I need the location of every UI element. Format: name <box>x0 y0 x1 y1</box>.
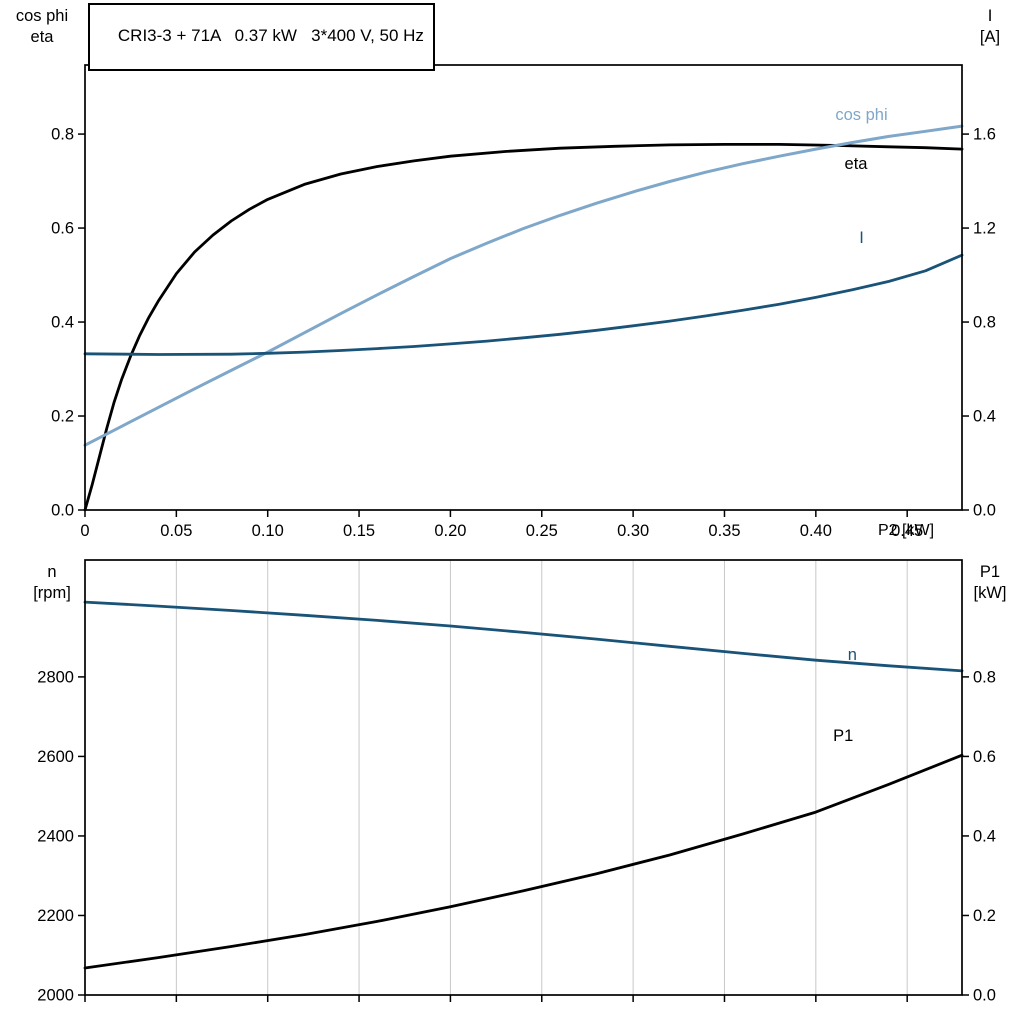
x-tick-label: 0.30 <box>617 522 649 540</box>
left-tick-label: 2000 <box>37 987 74 1005</box>
top-chart: 0 0.05 0.10 0.15 0.20 0.25 0.30 0.35 0.40 0.45 0.0… <box>51 64 996 540</box>
left-tick-label: 2600 <box>37 748 74 766</box>
x-tick-label: 0.25 <box>526 522 558 540</box>
eta-axis-label: eta <box>30 28 54 46</box>
right-tick-label: 1.2 <box>973 220 996 238</box>
series-I-curve <box>83 253 964 356</box>
x-tick-label: 0.05 <box>160 522 192 540</box>
speed-axis-label: n <box>47 563 57 581</box>
left-tick-label: 0.6 <box>51 220 74 238</box>
right-tick-label: 0.8 <box>973 314 996 332</box>
series-n-label: n <box>848 646 857 664</box>
plot-frame <box>84 64 963 511</box>
series-cos-phi-label: cos phi <box>835 106 887 124</box>
right-tick-label: 0.0 <box>973 987 996 1005</box>
series-P1-label: P1 <box>833 727 853 745</box>
series-P1-curve <box>83 753 964 970</box>
power-axis-label: P1 <box>979 563 1001 581</box>
speed-axis-unit: [rpm] <box>33 584 71 602</box>
x-tick-label: 0 <box>80 522 89 540</box>
left-tick-label: 0.4 <box>51 314 74 332</box>
series-n-curve <box>83 600 964 673</box>
chart-title-box: CRI3-3 + 71A 0.37 kW 3*400 V, 50 Hz <box>88 3 435 71</box>
chart-title: CRI3-3 + 71A 0.37 kW 3*400 V, 50 Hz <box>117 26 424 45</box>
series-cos-phi-curve <box>83 124 964 447</box>
right-tick-label: 0.8 <box>973 668 996 686</box>
right-tick-label: 0.2 <box>973 907 996 925</box>
left-tick-label: 0.2 <box>51 408 74 426</box>
left-tick-label: 2200 <box>37 907 74 925</box>
x-axis-label: P2 [kW] <box>878 522 935 539</box>
cos-phi-axis-label: cos phi <box>15 7 69 25</box>
current-axis-unit: [A] <box>979 28 1001 46</box>
series-I-label: I <box>859 229 864 247</box>
x-tick-label: 0.35 <box>708 522 740 540</box>
current-axis-label: I <box>987 7 993 25</box>
x-tick-label: 0.10 <box>252 522 284 540</box>
x-tick-label: 0.15 <box>343 522 375 540</box>
series-eta-curve <box>83 143 964 512</box>
top-left-axis-label: cos phi eta <box>6 6 78 48</box>
power-axis-unit: [kW] <box>973 584 1007 602</box>
left-tick-label: 0.8 <box>51 126 74 144</box>
bottom-left-axis-label: n [rpm] <box>18 562 86 604</box>
left-tick-label: 2800 <box>37 668 74 686</box>
x-tick-label: 0.40 <box>800 522 832 540</box>
left-tick-label: 2400 <box>37 827 74 845</box>
bottom-right-axis-label: P1 [kW] <box>959 562 1021 604</box>
left-tick-label: 0.0 <box>51 502 74 520</box>
plot-frame <box>84 559 963 996</box>
x-tick-label: 0.45 <box>891 522 923 540</box>
right-tick-label: 0.6 <box>973 748 996 766</box>
right-tick-label: 0.4 <box>973 827 996 845</box>
right-tick-label: 0.0 <box>973 502 996 520</box>
right-tick-label: 1.6 <box>973 126 996 144</box>
series-eta-label: eta <box>845 155 869 173</box>
right-tick-label: 0.4 <box>973 408 996 426</box>
bottom-chart: 2000 2200 2400 2600 2800 0.0 0.2 0.4 0.6 0.8 n P1 <box>37 559 996 1005</box>
x-tick-label: 0.20 <box>434 522 466 540</box>
top-right-axis-label: I [A] <box>961 6 1019 48</box>
